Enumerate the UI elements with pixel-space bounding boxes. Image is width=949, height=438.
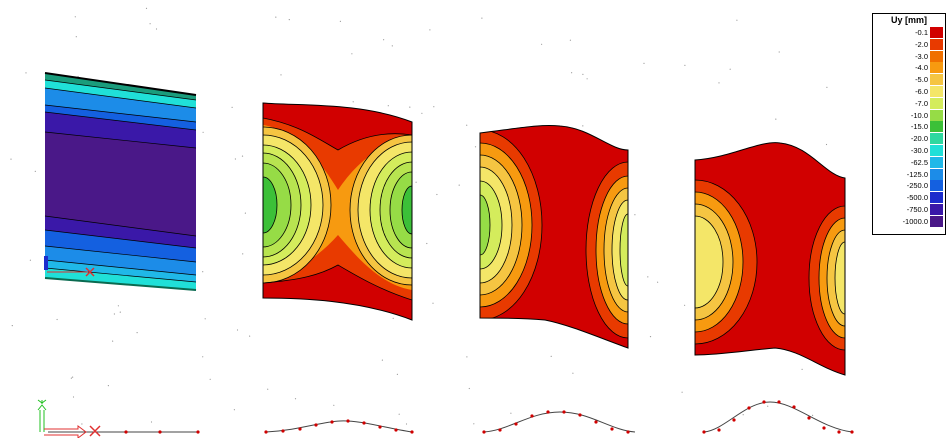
legend-row: -250.0 [873, 180, 945, 192]
legend-row: -6.0 [873, 86, 945, 97]
legend-value-label: -0.1 [915, 28, 928, 37]
legend-value-label: -1000.0 [902, 216, 928, 226]
legend-color-swatch [930, 215, 943, 227]
legend-row: -30.0 [873, 145, 945, 156]
deformed-plate-panel-1[interactable] [44, 72, 197, 291]
legend-value-label: -10.0 [910, 110, 928, 120]
legend-color-swatch [930, 74, 943, 86]
legend-row: -1000.0 [873, 215, 945, 227]
deflection-profile-1 [48, 430, 200, 434]
legend-row: -5.0 [873, 74, 945, 86]
legend-value-label: -2.0 [915, 39, 928, 49]
legend-row: -7.0 [873, 97, 945, 109]
legend-color-swatch [930, 145, 943, 156]
legend-color-swatch [930, 204, 943, 215]
legend-value-label: -4.0 [915, 63, 928, 73]
legend-color-swatch [930, 133, 943, 145]
legend-color-swatch [930, 168, 943, 180]
legend-title: Uy [mm] [890, 15, 927, 25]
legend-color-swatch [930, 38, 943, 50]
legend-row: -20.0 [873, 133, 945, 145]
legend-value-label: -125.0 [906, 169, 928, 179]
legend-value-label: -62.5 [910, 157, 928, 167]
legend-value-label: -5.0 [915, 75, 928, 85]
legend-row: -0.1 [873, 27, 945, 38]
deformed-plate-panel-4[interactable] [633, 135, 881, 380]
legend-row: -750.0 [873, 204, 945, 215]
displacement-legend: Uy [mm] -0.1 -2.0 -3.0 -4.0 -5.0 -6.0 -7.0 -10.… [872, 13, 946, 235]
legend-row: -500.0 [873, 192, 945, 204]
legend-color-swatch [930, 97, 943, 109]
deformed-plate-panel-3[interactable] [418, 120, 670, 355]
legend-color-swatch [930, 62, 943, 74]
legend-color-swatch [930, 86, 943, 97]
legend-value-label: -750.0 [906, 205, 928, 214]
legend-color-swatch [930, 27, 943, 38]
axis-triad-icon [37, 399, 101, 438]
legend-color-swatch [930, 156, 943, 168]
legend-value-label: -15.0 [910, 122, 928, 132]
legend-value-label: -30.0 [910, 146, 928, 155]
legend-row: -4.0 [873, 62, 945, 74]
legend-value-label: -250.0 [906, 181, 928, 191]
legend-color-swatch [930, 192, 943, 204]
legend-value-label: -6.0 [915, 87, 928, 96]
legend-value-label: -7.0 [915, 98, 928, 108]
deflection-profile-2 [264, 419, 414, 434]
legend-row: -125.0 [873, 168, 945, 180]
legend-row: -15.0 [873, 121, 945, 133]
legend-row: -62.5 [873, 156, 945, 168]
legend-color-swatch [930, 121, 943, 133]
deflection-profile-4 [702, 400, 854, 434]
legend-row: -3.0 [873, 50, 945, 62]
deflection-profile-3 [482, 410, 636, 434]
legend-value-label: -500.0 [906, 193, 928, 203]
legend-color-swatch [930, 50, 943, 62]
deformed-plate-panel-2[interactable] [195, 95, 474, 325]
legend-row: -10.0 [873, 109, 945, 121]
legend-value-label: -3.0 [915, 51, 928, 61]
legend-value-label: -20.0 [910, 134, 928, 144]
legend-row: -2.0 [873, 38, 945, 50]
legend-color-swatch [930, 180, 943, 192]
legend-color-swatch [930, 109, 943, 121]
